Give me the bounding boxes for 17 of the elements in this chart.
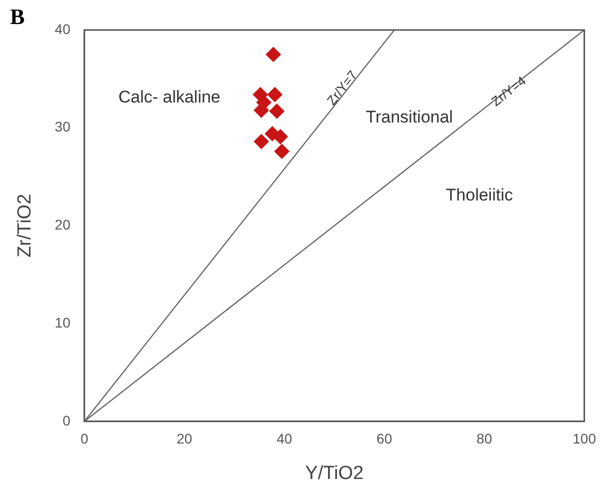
y-tick-label: 30 bbox=[54, 118, 71, 135]
annotation: Transitional bbox=[366, 107, 453, 126]
x-axis-title: Y/TiO2 bbox=[305, 462, 364, 484]
y-tick-label: 10 bbox=[54, 314, 71, 330]
annotation: Calc- alkaline bbox=[118, 88, 220, 107]
x-tick-label: 40 bbox=[276, 430, 292, 447]
x-tick-label: 80 bbox=[476, 430, 492, 447]
y-axis-title: Zr/TiO2 bbox=[14, 194, 36, 258]
x-tick-label: 60 bbox=[376, 430, 392, 447]
x-tick-label: 0 bbox=[80, 430, 88, 447]
annotation: Tholeiitic bbox=[446, 186, 514, 205]
y-tick-label: 0 bbox=[62, 412, 71, 428]
x-tick-label: 20 bbox=[176, 430, 192, 447]
x-tick-label: 100 bbox=[572, 430, 596, 447]
y-tick-label: 40 bbox=[54, 20, 71, 37]
chart-title: B bbox=[10, 4, 25, 30]
y-tick-label: 20 bbox=[54, 216, 71, 233]
